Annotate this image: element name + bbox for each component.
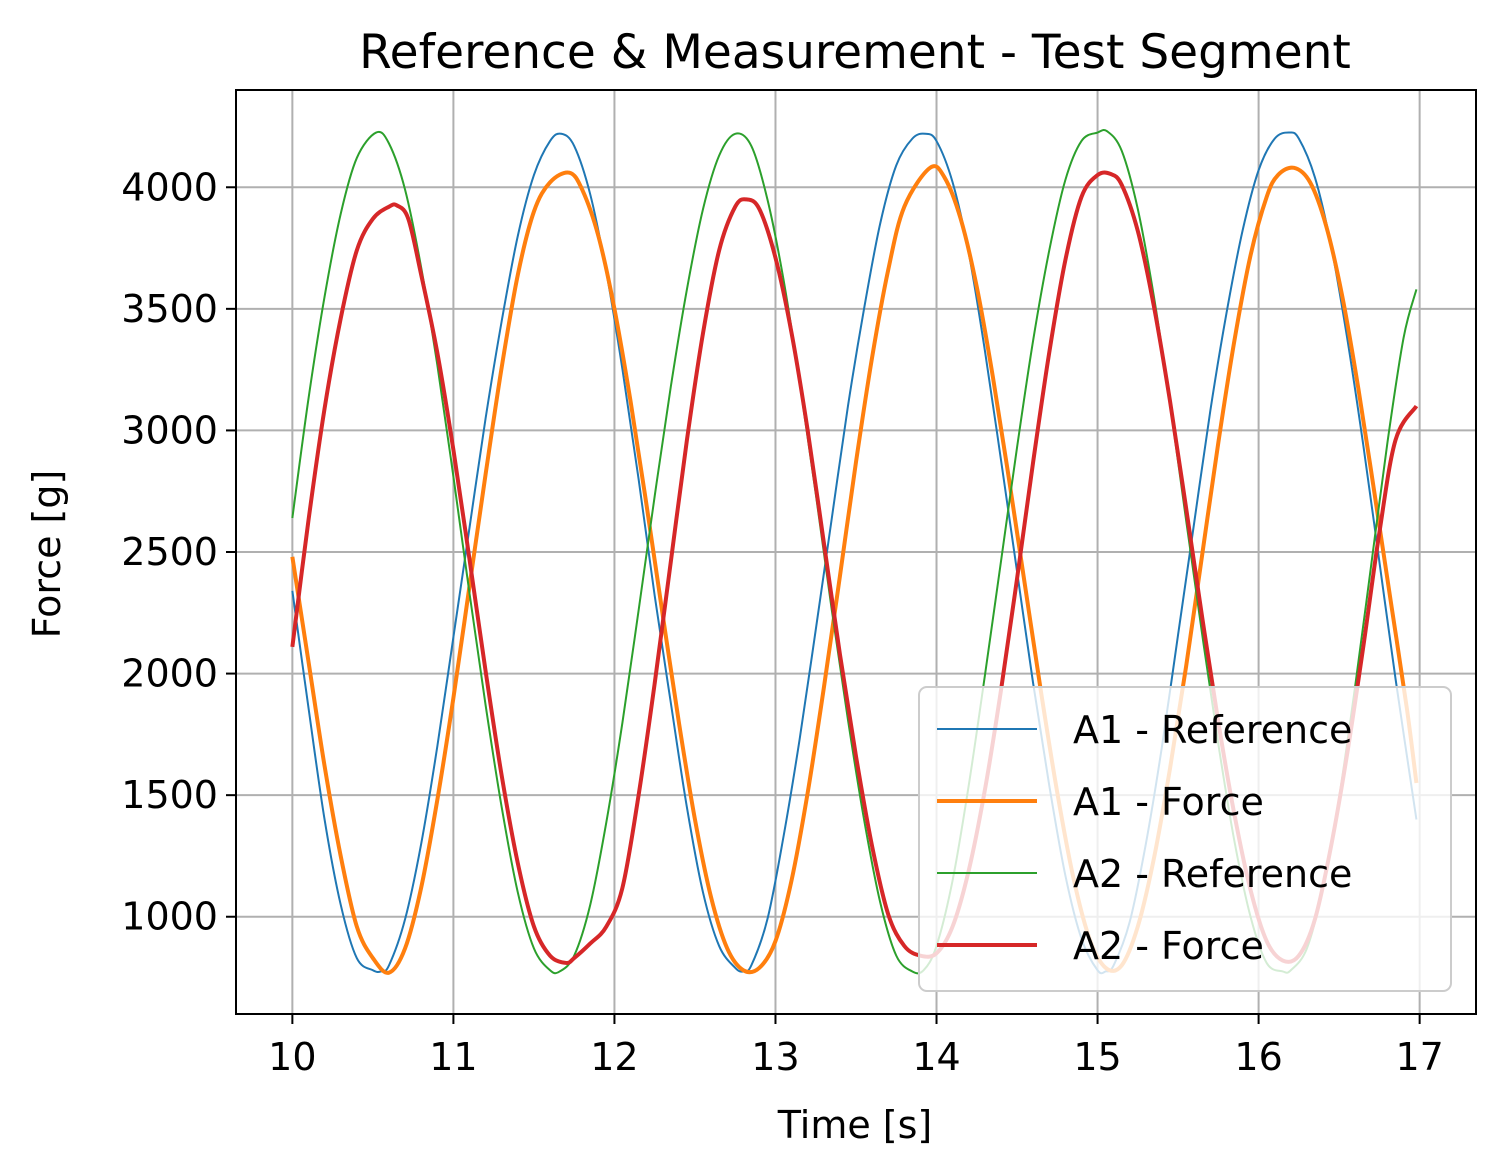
legend-label: A1 - Reference bbox=[1073, 708, 1352, 752]
x-tick-label: 12 bbox=[590, 1035, 638, 1079]
y-tick-label: 4000 bbox=[121, 165, 218, 209]
legend-label: A1 - Force bbox=[1073, 780, 1264, 824]
x-tick-label: 13 bbox=[751, 1035, 799, 1079]
y-tick-label: 2500 bbox=[121, 530, 218, 574]
legend-box bbox=[918, 686, 1452, 992]
y-tick-label: 2000 bbox=[121, 652, 218, 696]
x-tick-label: 11 bbox=[429, 1035, 477, 1079]
y-tick-label: 3500 bbox=[121, 287, 218, 331]
series-line-a1-force bbox=[290, 164, 1419, 975]
y-tick-label: 3000 bbox=[121, 408, 218, 452]
x-tick-label: 14 bbox=[912, 1035, 960, 1079]
chart-title: Reference & Measurement - Test Segment bbox=[359, 25, 1351, 80]
legend-label: A2 - Force bbox=[1073, 924, 1264, 968]
x-axis-label: Time [s] bbox=[777, 1103, 933, 1147]
x-tick-label: 10 bbox=[268, 1035, 316, 1079]
x-tick-label: 16 bbox=[1234, 1035, 1282, 1079]
y-tick-label: 1500 bbox=[121, 773, 218, 817]
ticks: 10 11 12 13 14 15 16 17 1000 1500 2000 2500 3000 3500… bbox=[121, 165, 1444, 1079]
x-tick-label: 15 bbox=[1073, 1035, 1121, 1079]
x-tick-label: 17 bbox=[1395, 1035, 1443, 1079]
y-tick-label: 1000 bbox=[121, 895, 218, 939]
y-axis-label: Force [g] bbox=[25, 470, 69, 639]
legend-label: A2 - Reference bbox=[1073, 852, 1352, 896]
series-line-a1-reference bbox=[291, 131, 1418, 975]
legend: A1 - Reference A1 - Force A2 - Reference A2… bbox=[918, 686, 1452, 992]
